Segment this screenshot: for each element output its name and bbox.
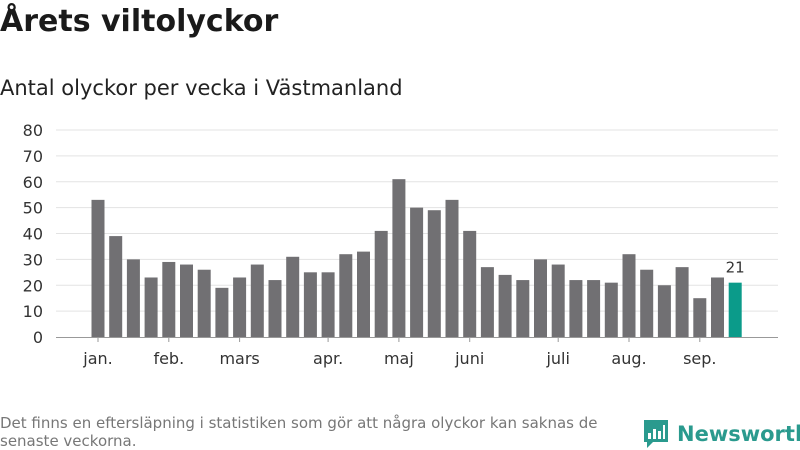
bar [516,280,530,337]
y-tick-label: 60 [23,173,43,192]
bar [640,269,654,337]
bar [215,287,229,337]
y-tick-label: 70 [23,147,43,166]
x-tick-label: mars [219,349,259,368]
bar [321,272,335,337]
x-tick-label: jan. [82,349,112,368]
newsworthy-logo-icon [644,420,668,448]
x-tick-label: aug. [611,349,646,368]
x-tick-label: juni [454,349,484,368]
x-tick-label: apr. [313,349,343,368]
x-tick-label: sep. [683,349,716,368]
bar [233,277,247,337]
bar-value-label: 21 [726,259,745,277]
bar [303,272,317,337]
bar [268,280,282,337]
bar [162,261,176,337]
y-tick-label: 20 [23,276,43,295]
y-tick-label: 30 [23,250,43,269]
y-tick-label: 50 [23,199,43,218]
bar [480,267,494,337]
bar [339,254,353,337]
bar [657,285,671,337]
bar [693,298,707,337]
bar [675,267,689,337]
bar [144,277,158,337]
bar [534,259,547,337]
x-tick-label: maj [384,349,414,368]
bar [250,264,264,337]
bar [197,269,211,337]
bar [374,230,388,337]
x-tick-label: feb. [153,349,184,368]
brand: Newsworthy [644,420,800,448]
bar [392,179,406,337]
y-tick-label: 0 [33,328,43,347]
bar [604,282,618,337]
bar [445,199,459,337]
bar [126,259,140,337]
bar-chart: 0 10 20 30 40 50 60 70 80 21 jan. feb. mars apr. maj ju… [23,121,778,368]
brand-name: Newsworthy [677,422,800,446]
page-title: Årets viltolyckor [0,4,279,39]
y-tick-label: 80 [23,121,43,140]
bar [622,254,636,337]
bar [587,280,601,337]
y-tick-label: 10 [23,302,43,321]
bar-highlight [728,282,742,337]
bar [427,210,441,337]
bar [410,207,424,337]
x-tick-label: juli [545,349,569,368]
bar [463,230,477,337]
bar [286,256,300,337]
bar [569,280,583,337]
bar [180,264,193,337]
bar [551,264,565,337]
bar [109,236,123,337]
y-tick-label: 40 [23,225,43,244]
bar [711,277,724,337]
bar [357,251,370,337]
chart-subtitle: Antal olyckor per vecka i Västmanland [0,76,403,100]
bar [91,199,105,337]
footnote: Det finns en eftersläpning i statistiken… [0,414,598,450]
bar [498,274,512,337]
